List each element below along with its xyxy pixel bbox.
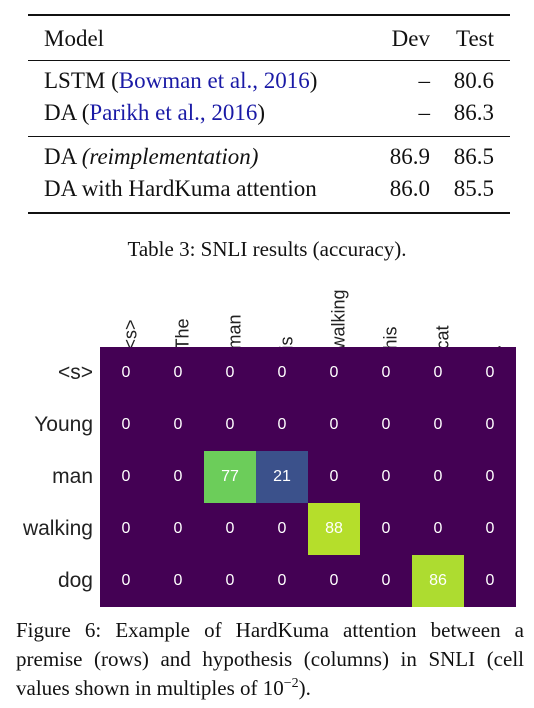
header-model: Model — [44, 26, 105, 51]
heatmap-row-label: <s> — [57, 361, 93, 384]
heatmap-row-label: walking — [22, 517, 93, 540]
heatmap-cell: 0 — [204, 555, 256, 607]
heatmap-cell: 88 — [308, 503, 360, 555]
heatmap-column-label: <s> — [120, 319, 141, 350]
heatmap-column-label: cat — [432, 325, 453, 350]
heatmap-cell: 0 — [360, 503, 412, 555]
heatmap-cell: 0 — [152, 503, 204, 555]
heatmap-row-label: Young — [34, 413, 93, 436]
row-model: DA (Parikh et al., 2016) — [44, 100, 266, 125]
heatmap-cell: 86 — [412, 555, 464, 607]
row-dev: 86.9 — [389, 144, 430, 169]
table-row: DA (reimplementation) 86.9 86.5 — [28, 142, 510, 172]
heatmap-cell: 0 — [412, 347, 464, 399]
row-model: DA with HardKuma attention — [44, 176, 317, 201]
row-test: 80.6 — [453, 68, 494, 93]
heatmap-cell: 0 — [256, 503, 308, 555]
table-group-rule — [28, 136, 510, 137]
heatmap-cell: 0 — [464, 399, 516, 451]
row-model: LSTM (Bowman et al., 2016) — [44, 68, 318, 93]
heatmap-column-label: walking — [328, 289, 349, 350]
heatmap-cell: 0 — [152, 555, 204, 607]
heatmap-cell: 0 — [308, 347, 360, 399]
table-row: DA (Parikh et al., 2016) – 86.3 — [28, 98, 510, 128]
heatmap-cell: 0 — [256, 555, 308, 607]
heatmap-cell: 0 — [360, 399, 412, 451]
heatmap-cell: 77 — [204, 451, 256, 503]
table-bottom-rule — [28, 212, 510, 214]
heatmap-column-label: man — [224, 314, 245, 350]
heatmap-cell: 0 — [360, 347, 412, 399]
heatmap-cell: 0 — [100, 503, 152, 555]
row-test: 86.5 — [453, 144, 494, 169]
row-dev: – — [418, 68, 431, 93]
heatmap-column-label: The — [172, 318, 193, 350]
heatmap-cell: 0 — [464, 451, 516, 503]
heatmap-cell: 0 — [308, 451, 360, 503]
heatmap-row-label: man — [52, 465, 93, 488]
heatmap-cell: 0 — [256, 399, 308, 451]
heatmap-cell: 0 — [152, 347, 204, 399]
heatmap-cell: 0 — [308, 555, 360, 607]
table-header-row: Model Dev Test — [28, 24, 510, 54]
heatmap-cell: 0 — [100, 347, 152, 399]
heatmap-cell: 0 — [308, 399, 360, 451]
heatmap-cell: 0 — [152, 451, 204, 503]
heatmap-cell: 0 — [204, 399, 256, 451]
citation-link[interactable]: Parikh et al., 2016 — [89, 100, 258, 125]
heatmap-cell: 0 — [464, 503, 516, 555]
heatmap-cell: 0 — [204, 347, 256, 399]
header-dev: Dev — [391, 26, 430, 51]
table-caption: Table 3: SNLI results (accuracy). — [127, 237, 407, 261]
heatmap-row-label: dog — [57, 569, 93, 592]
table-row: DA with HardKuma attention 86.0 85.5 — [28, 174, 510, 204]
heatmap-cell: 0 — [100, 399, 152, 451]
heatmap-cell: 0 — [360, 451, 412, 503]
heatmap-cell: 0 — [152, 399, 204, 451]
row-test: 86.3 — [453, 100, 494, 125]
heatmap-cell: 0 — [204, 503, 256, 555]
heatmap-cell: 0 — [256, 347, 308, 399]
table-header-rule — [28, 60, 510, 61]
row-dev: – — [418, 100, 431, 125]
heatmap-cell: 0 — [360, 555, 412, 607]
header-test: Test — [456, 26, 494, 51]
heatmap-cell: 0 — [100, 555, 152, 607]
attention-heatmap: 0 0 0 0 0 0 0 0 0 0 0 0 0 0 0 0 0 0 77 21 0 0 0 0 0 0 0 0 88 0 0 0 0 0 0 0 0… — [100, 347, 516, 607]
figure-caption: Figure 6: Example of HardKuma attention … — [16, 618, 524, 700]
heatmap-cell: 0 — [464, 555, 516, 607]
heatmap-cell: 0 — [412, 399, 464, 451]
heatmap-cell: 21 — [256, 451, 308, 503]
table-row: LSTM (Bowman et al., 2016) – 80.6 — [28, 66, 510, 96]
row-test: 85.5 — [453, 176, 494, 201]
row-model: DA (reimplementation) — [44, 144, 259, 169]
heatmap-cell: 0 — [100, 451, 152, 503]
citation-link[interactable]: Bowman et al., 2016 — [118, 68, 310, 93]
heatmap-cell: 0 — [464, 347, 516, 399]
row-dev: 86.0 — [389, 176, 430, 201]
heatmap-cell: 0 — [412, 451, 464, 503]
table-top-rule — [28, 14, 510, 16]
heatmap-cell: 0 — [412, 503, 464, 555]
